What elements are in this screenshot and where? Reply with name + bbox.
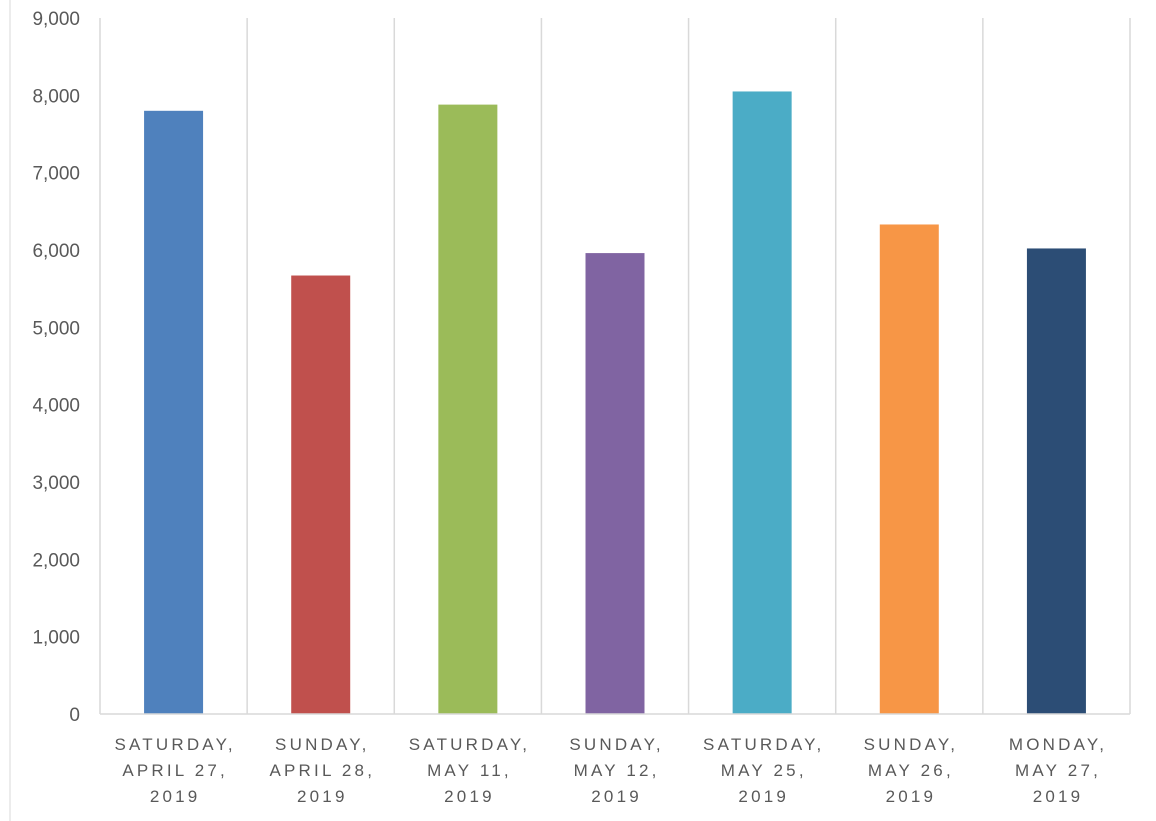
y-tick-label: 2,000 xyxy=(32,550,80,571)
grid-layer xyxy=(99,18,1131,714)
x-tick-label: 2019 xyxy=(886,787,937,806)
x-tick-label: SUNDAY, xyxy=(864,735,959,754)
x-tick-label: MAY 11, xyxy=(427,761,512,780)
bar xyxy=(585,253,645,715)
bar xyxy=(732,91,792,714)
bar xyxy=(1026,248,1086,714)
y-tick-label: 9,000 xyxy=(32,9,80,30)
x-tick-label: APRIL 28, xyxy=(269,761,375,780)
x-tick-label: MAY 25, xyxy=(721,761,807,780)
x-tick-label: MAY 27, xyxy=(1015,761,1101,780)
y-tick-label: 0 xyxy=(69,705,80,726)
y-tick-label: 3,000 xyxy=(32,473,80,494)
x-tick-label: SUNDAY, xyxy=(275,735,370,754)
x-tick-label: MAY 26, xyxy=(868,761,954,780)
x-tick-label: APRIL 27, xyxy=(122,761,228,780)
bar xyxy=(144,110,204,715)
x-tick-label: SATURDAY, xyxy=(703,735,824,754)
y-tick-label: 5,000 xyxy=(32,318,80,339)
x-tick-label: MAY 12, xyxy=(574,761,660,780)
y-tick-label: 4,000 xyxy=(32,396,80,417)
x-tick-label: SATURDAY, xyxy=(409,735,530,754)
y-tick-label: 1,000 xyxy=(32,628,80,649)
bar xyxy=(879,224,939,715)
x-axis-labels: SATURDAY, APRIL 27, 2019 SUNDAY, APRIL 28, 20… xyxy=(114,735,1107,806)
bar xyxy=(291,275,351,714)
x-tick-label: 2019 xyxy=(738,787,789,806)
x-tick-label: SUNDAY, xyxy=(569,735,664,754)
x-tick-label: 2019 xyxy=(1033,787,1084,806)
x-tick-label: 2019 xyxy=(591,787,642,806)
x-tick-label: SATURDAY, xyxy=(114,735,235,754)
x-tick-label: 2019 xyxy=(297,787,348,806)
bar xyxy=(438,104,498,714)
y-tick-label: 8,000 xyxy=(32,86,80,107)
bar-layer xyxy=(144,91,1086,715)
y-tick-label: 7,000 xyxy=(32,164,80,185)
x-tick-label: MONDAY, xyxy=(1009,735,1107,754)
x-tick-label: 2019 xyxy=(444,787,495,806)
x-tick-label: 2019 xyxy=(150,787,201,806)
y-axis-ticks: 0 1,000 2,000 3,000 4,000 5,000 6,000 7,000 8,00… xyxy=(32,9,80,726)
y-tick-label: 6,000 xyxy=(32,241,80,262)
